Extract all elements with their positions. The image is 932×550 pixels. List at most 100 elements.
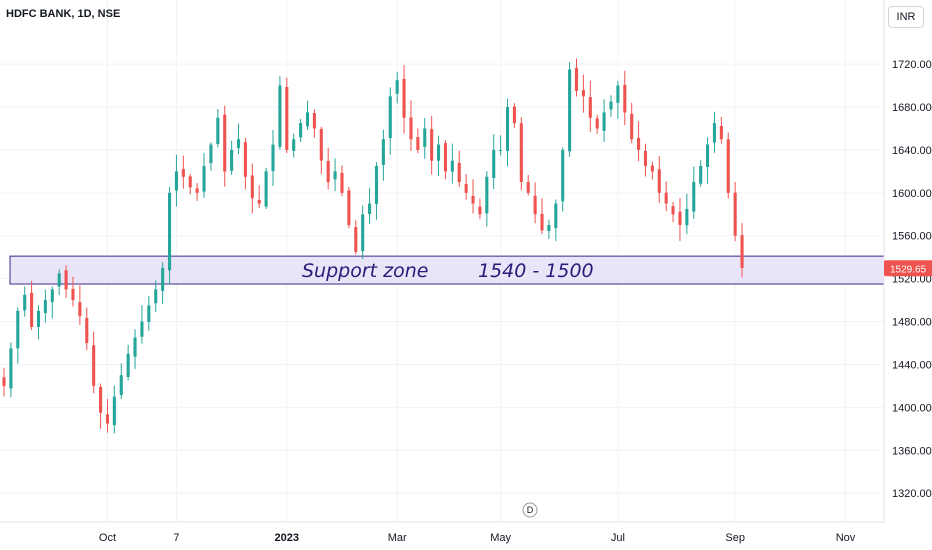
candle	[519, 117, 523, 191]
candle	[547, 219, 551, 239]
candle	[540, 198, 544, 235]
candle	[443, 140, 448, 180]
candle	[333, 158, 337, 192]
candle	[236, 123, 241, 155]
candle	[257, 185, 261, 209]
candle	[112, 385, 116, 434]
candle	[243, 137, 247, 190]
candle	[36, 305, 41, 340]
time-tick-label: 7	[173, 532, 179, 544]
price-tick-label: 1640.00	[892, 145, 932, 157]
candle	[285, 77, 289, 154]
candle	[57, 269, 61, 296]
candle	[726, 132, 730, 199]
candle	[485, 171, 489, 227]
candle	[430, 115, 434, 175]
last-price-label: 1529.65	[890, 264, 927, 275]
candle	[16, 307, 20, 364]
candle	[195, 183, 199, 201]
candle	[299, 118, 303, 142]
candle	[657, 155, 661, 203]
candle	[292, 133, 296, 158]
candle	[326, 147, 330, 190]
price-tick-label: 1560.00	[892, 231, 932, 243]
price-tick-label: 1400.00	[892, 402, 932, 414]
events-badge-label: D	[527, 505, 534, 515]
events-badge[interactable]: D	[522, 502, 538, 518]
candle	[216, 108, 220, 148]
candle	[30, 280, 34, 331]
candle	[685, 193, 689, 235]
candle	[381, 129, 385, 181]
currency-selector[interactable]: INR	[888, 6, 924, 28]
candle	[71, 276, 75, 307]
price-tick-label: 1480.00	[892, 317, 932, 329]
candle	[312, 109, 316, 138]
candle	[9, 342, 13, 398]
candle	[305, 100, 310, 130]
time-axis[interactable]: Oct 7 2023 Mar May Jul Sep Nov	[0, 521, 884, 544]
candle	[650, 161, 654, 180]
candle	[395, 71, 399, 104]
candle	[416, 128, 420, 154]
time-tick-label: Jul	[611, 532, 625, 544]
candle	[574, 58, 579, 97]
candle	[568, 62, 572, 157]
symbol-title: HDFC BANK, 1D, NSE	[6, 8, 121, 20]
candle	[133, 329, 137, 370]
candle	[561, 147, 565, 212]
candle	[161, 262, 165, 305]
candle	[512, 103, 516, 128]
candle	[436, 135, 441, 177]
candle	[181, 155, 185, 189]
candle	[664, 181, 668, 212]
time-tick-label: Oct	[99, 532, 116, 544]
candle	[188, 173, 192, 195]
candle	[464, 173, 468, 200]
candle	[105, 398, 110, 433]
candle	[64, 265, 68, 298]
candle	[50, 286, 54, 319]
candle	[402, 64, 406, 134]
candle	[374, 162, 379, 220]
candle	[361, 205, 365, 260]
candle	[623, 70, 627, 126]
candle	[643, 143, 648, 177]
candle	[167, 186, 172, 284]
candle	[2, 367, 6, 397]
candle	[740, 223, 744, 278]
candle	[23, 286, 27, 317]
candle	[147, 295, 151, 331]
candle	[602, 99, 606, 142]
candle	[368, 187, 372, 225]
time-tick-label: 2023	[275, 532, 299, 544]
candle	[478, 198, 482, 220]
candle	[733, 182, 737, 242]
support-zone-range-label: 1540 - 1500	[478, 260, 594, 282]
price-axis[interactable]: 1320.00 1360.00 1400.00 1440.00 1480.00 1520.…	[883, 0, 932, 522]
price-tick-label: 1600.00	[892, 188, 932, 200]
candle	[706, 137, 710, 184]
candles	[2, 58, 744, 434]
last-price-tag: 1529.65	[884, 260, 932, 277]
price-tick-label: 1440.00	[892, 359, 932, 371]
candle	[678, 198, 682, 242]
candle	[250, 163, 254, 214]
candle	[202, 152, 206, 198]
candle	[588, 80, 592, 132]
candle	[223, 105, 227, 187]
candle	[154, 280, 158, 313]
candle	[126, 344, 130, 381]
candle	[526, 174, 530, 196]
candle	[140, 305, 144, 344]
candle	[671, 201, 675, 223]
price-tick-label: 1320.00	[892, 488, 932, 500]
candle	[630, 102, 634, 144]
candle	[712, 111, 717, 153]
candle	[499, 135, 503, 156]
candle	[340, 165, 344, 197]
candle	[409, 100, 413, 151]
candle	[637, 121, 641, 162]
candle	[209, 142, 213, 171]
